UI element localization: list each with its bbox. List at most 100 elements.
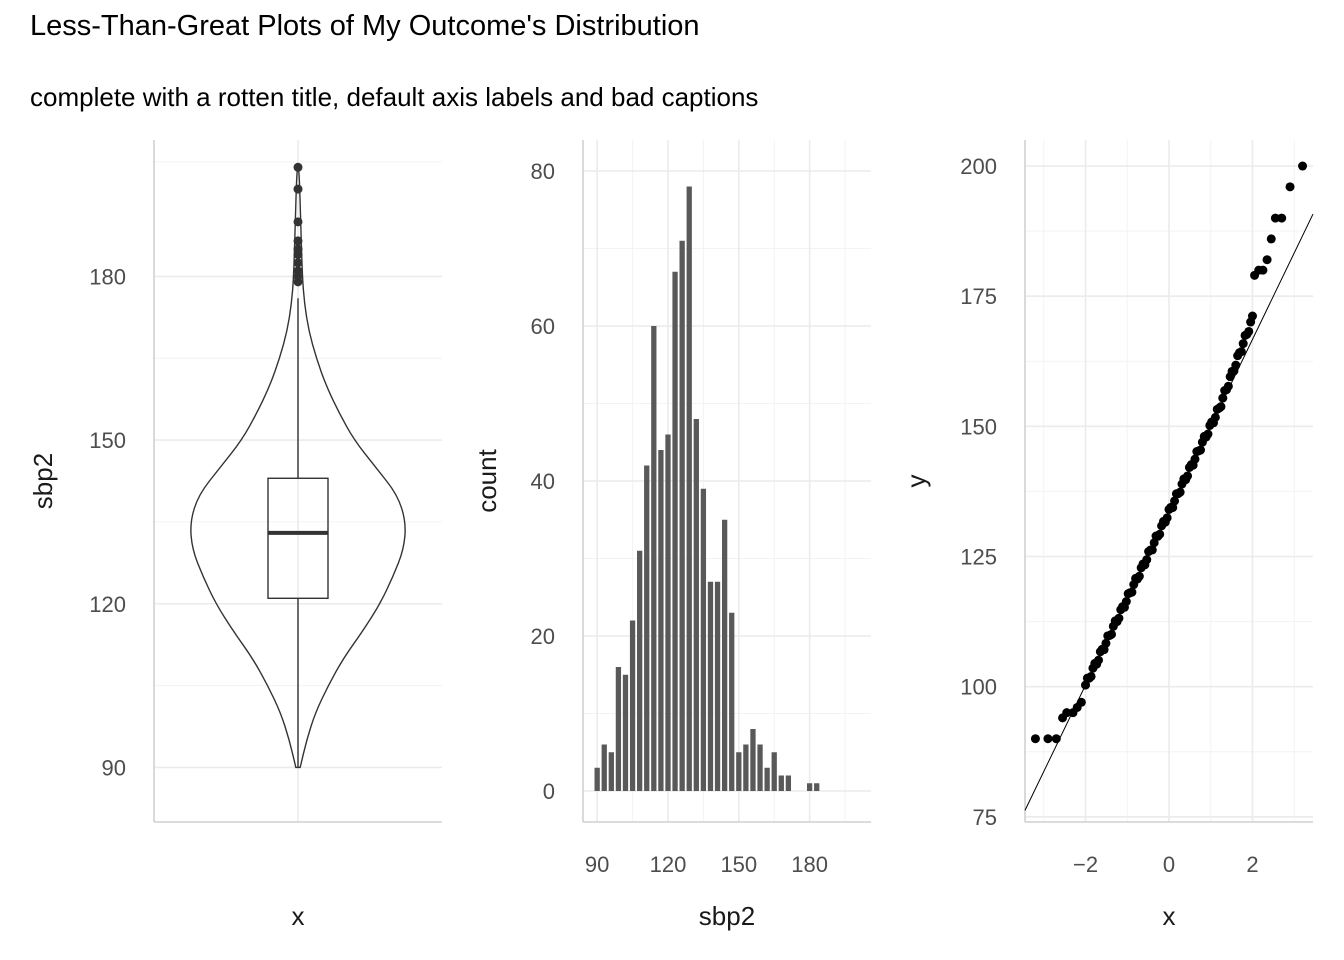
histogram-bar [785,775,792,791]
qq-point [1127,587,1137,597]
qq-point [1155,529,1165,539]
outlier-point [293,244,303,254]
histogram-bar [778,775,784,791]
p1-y-tick-label: 150 [89,428,126,453]
qq-point [1142,555,1152,565]
qq-point [1051,734,1061,744]
qq-point [1270,213,1280,223]
histogram-bar [658,450,664,791]
p1-y-axis-label: sbp2 [28,453,58,509]
p3-x-tick-label: −2 [1073,852,1098,877]
qq-point [1238,339,1248,349]
qq-point [1114,613,1124,623]
p3-y-tick-label: 75 [973,805,997,830]
histogram-bar [721,519,728,791]
p3-x-tick-label: 2 [1246,852,1258,877]
qq-point [1106,629,1116,639]
qq-point [1218,393,1228,403]
outlier-point [293,236,303,246]
p2-y-tick-label: 40 [531,469,555,494]
qq-point [1244,326,1254,336]
p2-y-axis-label: count [472,448,502,512]
histogram-bar [651,326,657,791]
histogram-bar [644,465,650,791]
histogram-bar [757,744,763,791]
histogram-bar [814,783,820,791]
violin-panel: x sbp2 90 120 150 180 [28,140,442,931]
p2-y-tick-label: 20 [531,624,555,649]
qq-point [1147,545,1157,555]
histogram-bar [707,581,714,791]
histogram-bar [729,612,735,791]
qq-point [1262,255,1272,265]
qq-point [1190,454,1200,464]
qq-point [1285,182,1295,192]
histogram-bar [693,419,699,791]
histogram-bar [594,767,600,791]
p3-y-tick-label: 100 [960,675,997,700]
qq-panel: x y 75 100 125 150 175 200 −2 0 2 [901,140,1314,931]
histogram-bar [608,752,614,791]
qq-point [1298,161,1308,171]
p1-y-tick-label: 90 [102,755,126,780]
qq-point [1094,655,1104,665]
histogram-bar [672,271,678,791]
histogram-bar [686,186,692,791]
outlier-point [293,266,303,276]
p2-x-tick-label: 120 [650,852,687,877]
histogram-bar [736,752,742,791]
histogram-bar [665,434,671,791]
p3-y-tick-label: 200 [960,154,997,179]
p1-x-axis-label: x [292,901,305,931]
p3-y-tick-label: 175 [960,284,997,309]
histogram-bar [622,674,629,791]
qq-point [1223,381,1233,391]
qq-point [1121,596,1131,606]
p2-y-tick-label: 80 [531,159,555,184]
histogram-bar [615,667,622,791]
p2-y-tick-label: 60 [531,314,555,339]
qq-point [1170,496,1180,506]
p3-y-tick-label: 150 [960,414,997,439]
histogram-bar [771,752,777,791]
qq-point [1183,471,1193,481]
qq-point [1258,265,1268,275]
histogram-bar [743,744,749,791]
p3-y-axis-label: y [901,475,931,488]
p2-x-tick-label: 180 [791,852,828,877]
qq-point [1086,671,1096,681]
qq-point [1216,402,1226,412]
p1-y-tick-label: 180 [89,264,126,289]
qq-point [1134,571,1144,581]
p3-y-tick-label: 125 [960,544,997,569]
outlier-point [293,162,303,172]
box-iqr [267,477,329,600]
qq-point [1247,311,1257,321]
histogram-panel: sbp2 count 0 20 40 60 80 90 120 150 180 [472,140,871,931]
p2-x-tick-label: 90 [585,852,609,877]
histogram-bar [700,488,707,791]
qq-point [1081,680,1091,690]
histogram-bar [806,783,813,791]
qq-point [1030,734,1040,744]
p2-y-tick-label: 0 [543,779,555,804]
outlier-point [293,217,303,227]
chart-title: Less-Than-Great Plots of My Outcome's Di… [30,10,700,42]
qq-point [1162,513,1172,523]
qq-point [1175,487,1185,497]
qq-point [1277,213,1287,223]
qq-point [1076,697,1086,707]
qq-point [1231,360,1241,370]
p2-x-axis-label: sbp2 [699,901,755,931]
chart-subtitle: complete with a rotten title, default ax… [30,82,759,112]
qq-point [1203,429,1213,439]
qq-point [1210,412,1220,422]
histogram-bar [764,767,770,791]
p1-y-tick-label: 120 [89,592,126,617]
qq-point [1043,734,1053,744]
qq-point [1101,638,1111,648]
outlier-point [293,258,303,268]
p2-x-tick-label: 150 [720,852,757,877]
histogram-bar [679,240,685,791]
p3-x-axis-label: x [1163,901,1176,931]
